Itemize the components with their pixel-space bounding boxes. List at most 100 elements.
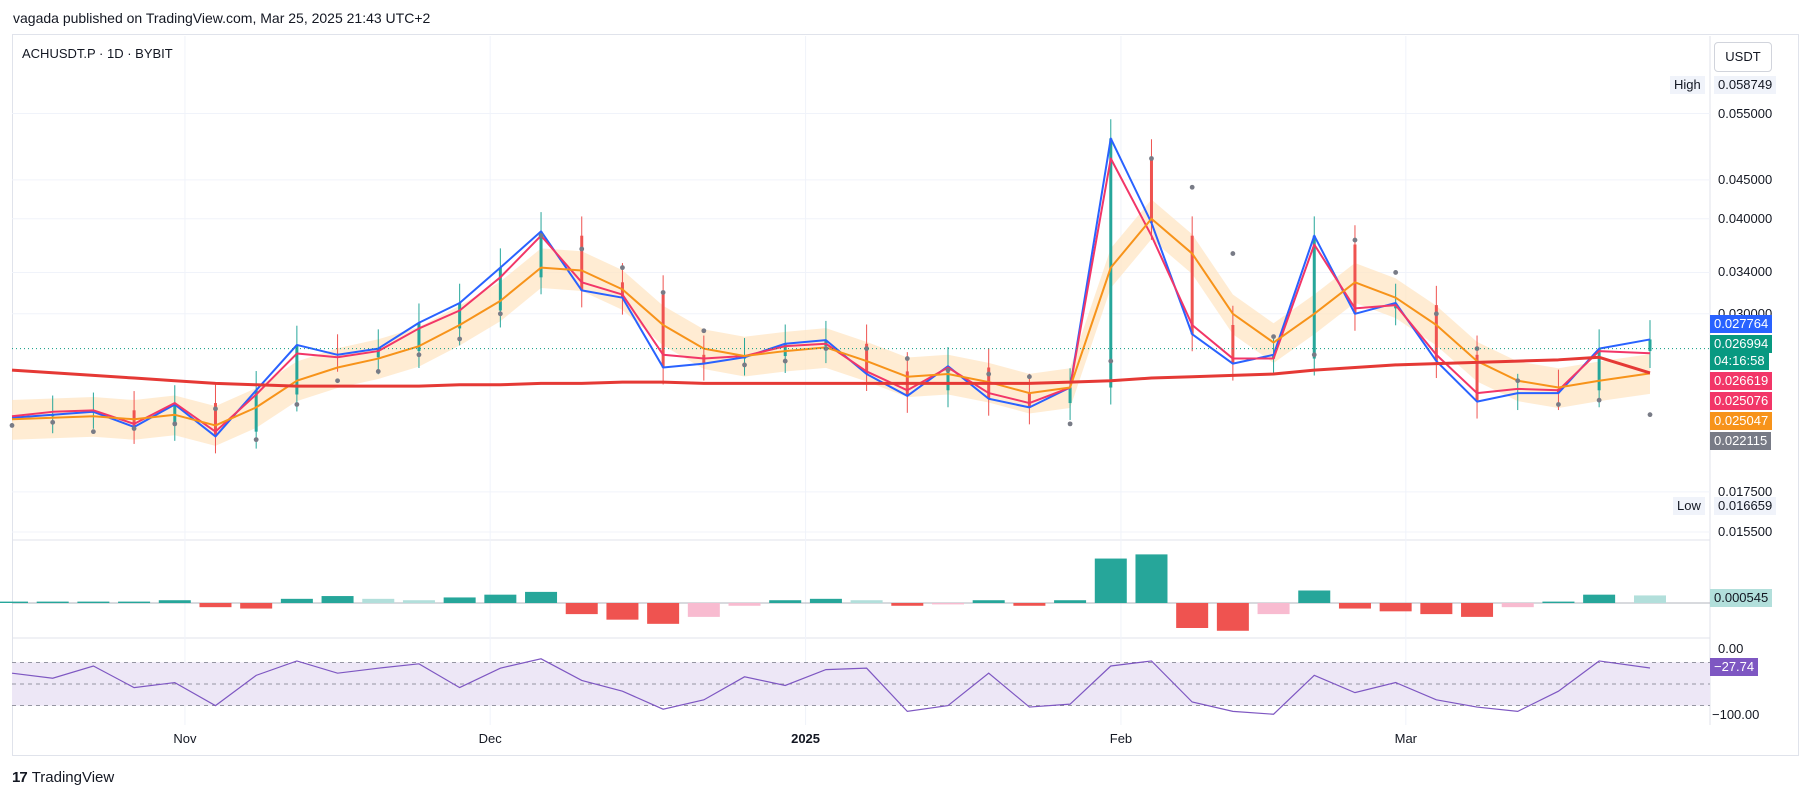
psar-dot [253, 437, 259, 443]
psar-dot [864, 346, 870, 352]
osc-bar [565, 603, 598, 615]
osc-bar [972, 600, 1005, 603]
psar-dot [1230, 251, 1236, 256]
low-label: Low [1673, 497, 1705, 515]
x-axis-label: Mar [1394, 731, 1418, 746]
psar-dot [538, 233, 544, 239]
psar-dot [497, 311, 503, 317]
high-label: High [1670, 76, 1705, 94]
osc-bar [1420, 603, 1453, 615]
osc-bar [647, 603, 680, 624]
candle-body [580, 235, 584, 291]
osc-bar [158, 600, 191, 603]
candle-body [1434, 305, 1438, 362]
psar-dot [782, 358, 788, 364]
psar-dot [172, 421, 178, 427]
envelope-band [12, 199, 1650, 446]
osc-bar [1257, 603, 1290, 615]
osc-bar [280, 598, 313, 603]
price-tag: 0.026619 [1710, 372, 1773, 390]
footer-brand[interactable]: 17 TradingView [12, 769, 114, 786]
publish-line: vagada published on TradingView.com, Mar… [13, 10, 431, 26]
psar-dot [131, 426, 137, 431]
candle-body [1231, 325, 1235, 364]
price-tag: 0.025076 [1710, 392, 1773, 410]
psar-dot [579, 246, 585, 252]
osc-bar [1461, 603, 1494, 617]
osc-bar [850, 600, 883, 603]
price-tag: 0.025047 [1710, 412, 1773, 430]
psar-dot [660, 290, 666, 295]
candle-body [1597, 348, 1601, 391]
x-axis-label: 2025 [791, 731, 821, 746]
psar-dot [945, 367, 951, 373]
candle-body [376, 348, 380, 358]
signal-line [11, 157, 1651, 433]
candle-body [783, 343, 787, 357]
osc-bar [769, 600, 802, 603]
osc-bar [362, 598, 395, 603]
tradingview-logo-icon: 17 [12, 769, 28, 786]
candle-body [1312, 235, 1316, 359]
symbol-title: ACHUSDT.P · 1D · BYBIT [22, 46, 173, 61]
psar-dot [375, 369, 381, 374]
x-axis-label: Feb [1109, 731, 1133, 746]
candle-body [865, 343, 869, 375]
psar-dot [335, 378, 340, 384]
osc-bar [199, 603, 232, 608]
price-tag: 0.022115 [1710, 432, 1772, 450]
rsi-value-tag: −27.74 [1710, 658, 1759, 676]
osc-bar [1634, 595, 1666, 603]
psar-dot [1189, 184, 1195, 190]
osc-value-tag: 0.000545 [1710, 589, 1773, 607]
x-axis-label: Nov [173, 731, 197, 746]
osc-bar [1298, 590, 1331, 603]
long-ma-line [11, 355, 1651, 388]
price-tick-label: 0.015500 [1718, 524, 1773, 539]
psar-dot [50, 419, 56, 425]
osc-bar [1583, 594, 1616, 603]
psar-dot [1352, 237, 1358, 243]
osc-bar [809, 598, 842, 603]
candle-body [1149, 158, 1153, 223]
psar-dot [1596, 397, 1602, 403]
price-tick-label: 0.045000 [1718, 171, 1773, 187]
candle-body [1353, 244, 1357, 314]
currency-button[interactable]: USDT [1714, 42, 1772, 72]
price-tag: 04:16:58 [1710, 352, 1769, 370]
psar-dot [742, 362, 747, 368]
osc-bar [1094, 558, 1127, 603]
rsi-line [11, 658, 1651, 715]
candle-body [213, 403, 217, 437]
candle-body [1068, 387, 1072, 404]
candle-body [1475, 354, 1479, 402]
candle-body [1648, 339, 1652, 352]
osc-bar [1338, 603, 1371, 609]
psar-dot [1108, 358, 1114, 364]
candle-body [417, 322, 421, 352]
osc-bar [525, 591, 558, 603]
osc-bar [0, 601, 28, 603]
osc-bar [1216, 603, 1249, 631]
osc-bar [1013, 603, 1046, 606]
psar-dot [213, 406, 218, 412]
price-tick-label: 0.040000 [1718, 210, 1773, 226]
osc-bar [728, 603, 761, 606]
osc-bar [118, 601, 151, 603]
high-value: 0.058749 [1714, 76, 1777, 94]
osc-bar [36, 601, 69, 603]
osc-bar [443, 597, 476, 603]
osc-bar [932, 603, 964, 605]
rsi-top-tick: 0.00 [1718, 641, 1744, 656]
psar-dot [416, 352, 422, 358]
osc-bar [1176, 603, 1209, 628]
psar-dot [457, 336, 463, 342]
psar-dot [904, 356, 910, 361]
candle-body [661, 294, 665, 368]
psar-dot [294, 402, 300, 407]
osc-bar [321, 596, 354, 603]
osc-bar [402, 600, 435, 603]
candle-body [1109, 138, 1113, 388]
psar-dot [9, 423, 15, 428]
